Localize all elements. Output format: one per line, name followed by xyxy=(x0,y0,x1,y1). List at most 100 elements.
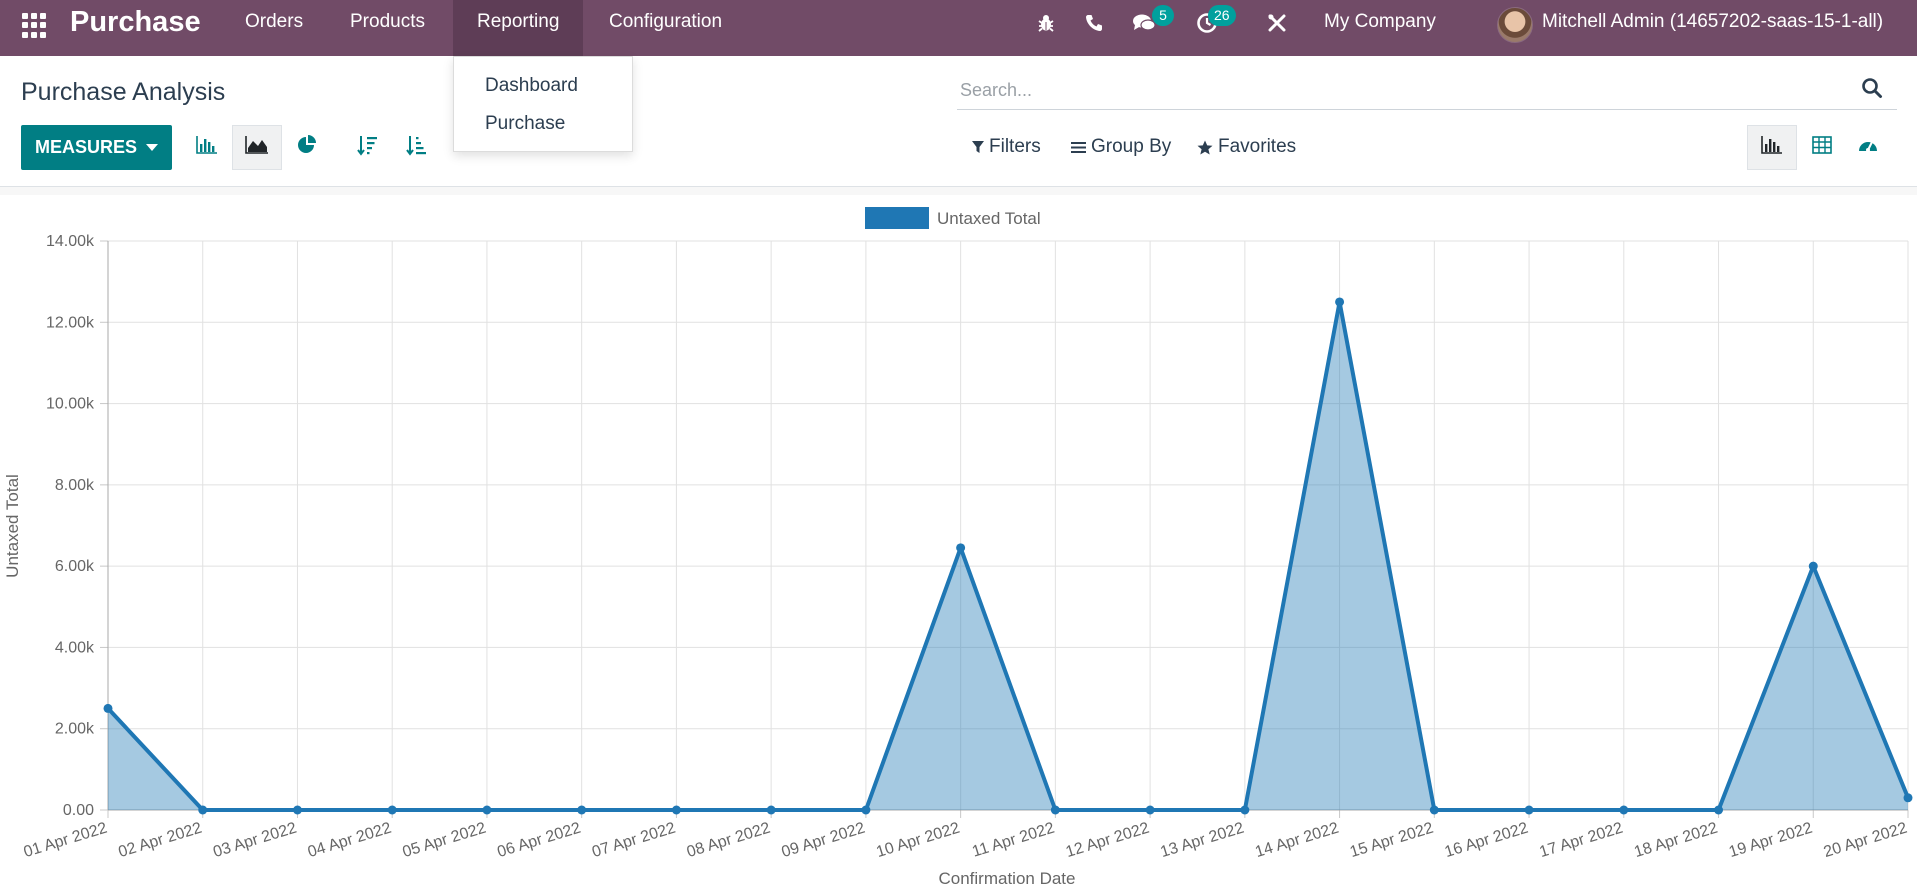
bar-chart-button[interactable] xyxy=(182,125,232,170)
tools-icon[interactable] xyxy=(1264,10,1290,36)
bar-chart-icon xyxy=(196,135,218,160)
legend-swatch xyxy=(865,207,929,229)
caret-down-icon xyxy=(146,144,158,151)
y-tick-label: 4.00k xyxy=(55,639,95,656)
sort-ascending-button[interactable] xyxy=(391,125,441,170)
activity-badge: 26 xyxy=(1208,5,1236,26)
data-point xyxy=(956,543,966,553)
graph-view-icon xyxy=(1761,135,1783,160)
avatar[interactable] xyxy=(1497,7,1533,43)
dropdown-item-dashboard[interactable]: Dashboard xyxy=(485,75,578,96)
x-tick-label: 10 Apr 2022 xyxy=(874,820,962,862)
menu-configuration[interactable]: Configuration xyxy=(609,11,723,32)
data-point xyxy=(482,805,492,815)
series-line xyxy=(106,299,1910,812)
x-tick-label: 03 Apr 2022 xyxy=(211,820,299,862)
x-tick-label: 19 Apr 2022 xyxy=(1727,820,1815,862)
filters-label: Filters xyxy=(989,136,1041,157)
measures-label: MEASURES xyxy=(34,137,137,157)
dashboard-view-button[interactable] xyxy=(1843,125,1893,170)
data-point xyxy=(1429,805,1439,815)
x-tick-label: 16 Apr 2022 xyxy=(1443,820,1531,862)
y-tick-label: 10.00k xyxy=(46,396,95,413)
line-chart-button[interactable] xyxy=(232,125,282,170)
x-tick-label: 12 Apr 2022 xyxy=(1064,820,1152,862)
sort-descending-button[interactable] xyxy=(342,125,392,170)
content-top-strip xyxy=(0,187,1917,195)
funnel-icon xyxy=(972,141,984,153)
menu-reporting[interactable]: Reporting xyxy=(453,0,584,56)
data-point xyxy=(577,805,587,815)
graph-view-button[interactable] xyxy=(1747,125,1797,170)
page-title: Purchase Analysis xyxy=(21,78,226,106)
y-tick-label: 2.00k xyxy=(55,721,95,738)
line-chart: 0.00 2.00k 4.00k 6.00k 8.00k 10.00k 12.00k 14.0… xyxy=(3,207,1913,888)
data-point xyxy=(671,805,681,815)
groupby-label: Group By xyxy=(1091,136,1172,157)
x-tick-label: 08 Apr 2022 xyxy=(685,820,773,862)
y-axis-title: Untaxed Total xyxy=(3,474,22,578)
data-point xyxy=(387,805,397,815)
top-navbar: Purchase Orders Products Reporting Confi… xyxy=(0,0,1917,56)
data-point xyxy=(1714,805,1724,815)
pivot-view-button[interactable] xyxy=(1797,125,1847,170)
reporting-dropdown: Dashboard Purchase xyxy=(453,56,633,152)
menu-orders[interactable]: Orders xyxy=(245,11,304,32)
groupby-button[interactable]: Group By xyxy=(1071,136,1171,158)
x-tick-label: 07 Apr 2022 xyxy=(590,820,678,862)
list-icon xyxy=(1071,142,1086,153)
y-tick-label: 8.00k xyxy=(55,477,95,494)
data-point xyxy=(766,805,776,815)
data-point xyxy=(292,805,302,815)
measures-button[interactable]: MEASURES xyxy=(21,125,172,170)
sort-descending-icon xyxy=(356,134,378,161)
user-menu[interactable]: Mitchell Admin (14657202-saas-15-1-all) xyxy=(1542,11,1884,32)
y-tick-label: 12.00k xyxy=(46,314,95,331)
sort-ascending-icon xyxy=(405,134,427,161)
chat-icon[interactable] xyxy=(1131,10,1157,36)
pivot-view-icon xyxy=(1812,136,1832,159)
chat-badge: 5 xyxy=(1152,5,1174,26)
data-point xyxy=(1335,297,1345,307)
series-area xyxy=(108,301,1908,810)
pie-chart-button[interactable] xyxy=(282,125,332,170)
menu-products[interactable]: Products xyxy=(350,11,425,32)
apps-grid-icon[interactable] xyxy=(22,12,48,38)
search-icon[interactable] xyxy=(1861,77,1885,101)
bug-icon[interactable] xyxy=(1033,10,1059,36)
y-tick-label: 0.00 xyxy=(63,802,94,819)
x-tick-label: 01 Apr 2022 xyxy=(22,820,110,862)
x-tick-label: 14 Apr 2022 xyxy=(1253,820,1341,862)
data-point xyxy=(103,703,113,713)
data-point xyxy=(1240,805,1250,815)
data-point xyxy=(1903,793,1913,803)
company-switcher[interactable]: My Company xyxy=(1324,11,1436,32)
x-tick-label: 15 Apr 2022 xyxy=(1348,820,1436,862)
x-tick-label: 09 Apr 2022 xyxy=(780,820,868,862)
data-point xyxy=(198,805,208,815)
y-tick-label: 14.00k xyxy=(46,233,95,250)
filters-button[interactable]: Filters xyxy=(972,136,1041,158)
app-name[interactable]: Purchase xyxy=(70,6,201,38)
y-tick-label: 6.00k xyxy=(55,558,95,575)
phone-icon[interactable] xyxy=(1081,10,1107,36)
data-point xyxy=(861,805,871,815)
pie-chart-icon xyxy=(296,134,318,161)
favorites-label: Favorites xyxy=(1218,136,1297,157)
data-point xyxy=(1050,805,1060,815)
x-axis-title: Confirmation Date xyxy=(938,869,1075,888)
data-point xyxy=(1145,805,1155,815)
data-point xyxy=(1524,805,1534,815)
dropdown-item-purchase[interactable]: Purchase xyxy=(485,113,566,134)
x-tick-label: 02 Apr 2022 xyxy=(116,820,204,862)
line-chart-icon xyxy=(245,135,269,160)
search-bar xyxy=(957,72,1897,110)
data-point xyxy=(1808,561,1818,571)
x-tick-label: 05 Apr 2022 xyxy=(401,820,489,862)
search-input[interactable] xyxy=(957,76,1837,104)
x-tick-label: 20 Apr 2022 xyxy=(1822,820,1910,862)
star-icon xyxy=(1197,140,1213,154)
favorites-button[interactable]: Favorites xyxy=(1197,136,1296,158)
dashboard-view-icon xyxy=(1857,135,1879,160)
x-tick-label: 18 Apr 2022 xyxy=(1632,820,1720,862)
